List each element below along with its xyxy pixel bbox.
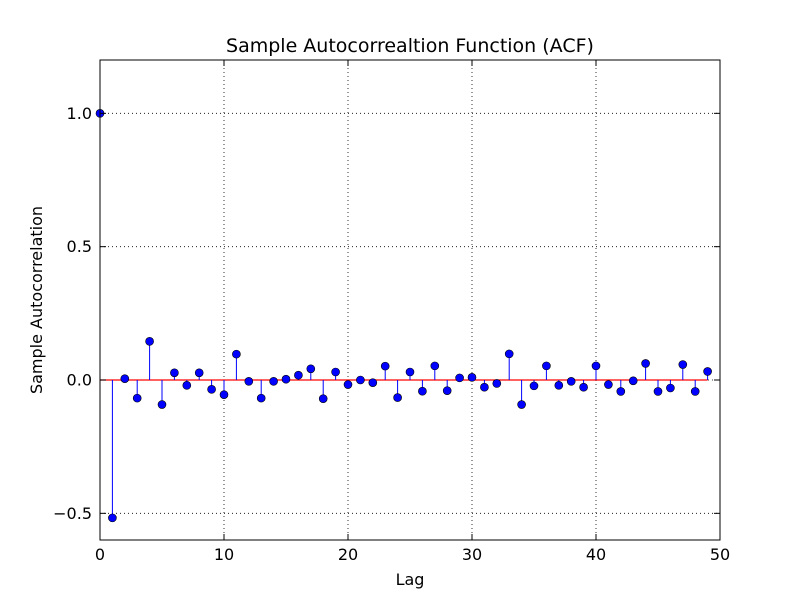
data-point (678, 360, 688, 369)
data-point (690, 387, 700, 396)
data-point (504, 349, 514, 359)
data-point (318, 394, 328, 403)
x-tick-label: 30 (462, 545, 482, 564)
data-point (480, 382, 489, 392)
data-point (380, 361, 390, 371)
data-point (219, 390, 229, 399)
data-point (529, 381, 539, 391)
data-point (641, 359, 650, 368)
data-point (591, 361, 601, 371)
data-point (157, 400, 167, 409)
data-point (628, 376, 638, 386)
data-point (145, 337, 154, 346)
y-axis-label: Sample Autocorrelation (27, 206, 46, 394)
data-point (653, 387, 663, 396)
data-point (666, 383, 675, 393)
data-point (566, 377, 576, 386)
data-point (306, 364, 316, 374)
data-point (554, 381, 564, 390)
data-point (331, 367, 340, 377)
x-axis-label: Lag (396, 570, 425, 589)
x-tick-label: 10 (214, 545, 234, 564)
data-point (542, 361, 551, 371)
data-point (170, 368, 179, 378)
data-point (232, 349, 241, 359)
data-point (356, 375, 365, 385)
data-point (616, 387, 626, 396)
data-point (256, 393, 266, 403)
data-point (194, 368, 204, 378)
data-point (343, 380, 353, 389)
y-tick-label: 0.5 (67, 237, 92, 256)
data-point (442, 386, 452, 395)
data-point (108, 513, 117, 523)
chart-title: Sample Autocorrealtion Function (ACF) (226, 35, 594, 57)
x-tick-label: 40 (586, 545, 606, 564)
data-point (517, 400, 526, 409)
data-point (281, 374, 291, 384)
data-point (368, 378, 378, 387)
data-point (269, 377, 278, 386)
data-point (294, 370, 303, 380)
data-point (467, 373, 477, 382)
y-axis-ticks: −0.5 0.0 0.5 1.0 (53, 104, 720, 523)
plot-frame (99, 59, 721, 541)
x-tick-label: 20 (338, 545, 358, 564)
data-point (244, 377, 254, 386)
markers (95, 109, 712, 523)
data-point (207, 385, 216, 394)
data-point (405, 367, 415, 377)
data-point (579, 382, 588, 392)
data-point (455, 373, 464, 383)
data-point (182, 381, 192, 390)
data-point (492, 379, 502, 388)
x-tick-label: 0 (95, 545, 105, 564)
x-axis-ticks: 0 10 20 30 40 50 (95, 60, 730, 564)
y-tick-label: 0.0 (67, 371, 92, 390)
data-point (120, 374, 130, 383)
data-point (393, 393, 402, 402)
y-tick-label: −0.5 (53, 504, 92, 523)
plot-area (100, 60, 720, 540)
data-point (604, 380, 613, 389)
y-tick-label: 1.0 (67, 104, 92, 123)
data-point (430, 361, 440, 371)
data-point (132, 393, 142, 403)
data-point (418, 386, 427, 396)
x-tick-label: 50 (710, 545, 730, 564)
data-point (703, 367, 712, 376)
